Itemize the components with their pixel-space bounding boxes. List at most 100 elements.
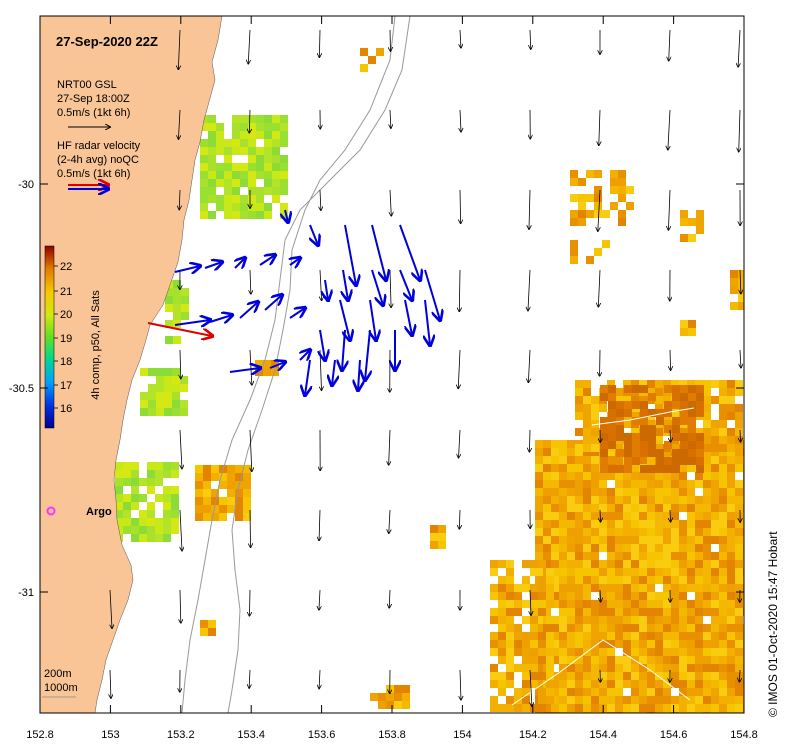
colorbar-tick-label: 20 [60, 309, 72, 321]
radar-arrow [300, 350, 310, 360]
model-arrow [739, 109, 740, 152]
model-arrow [530, 29, 531, 49]
radar-arrow [424, 269, 440, 320]
model-arrow [320, 269, 322, 300]
legend-model-line2: 27-Sep 18:00Z [57, 93, 130, 105]
y-tick-label: -31 [18, 587, 34, 599]
legend-radar: HF radar velocity (2-4h avg) noQC 0.5m/s… [57, 140, 141, 189]
radar-arrow [174, 320, 210, 325]
x-tick-label: 153.6 [308, 729, 336, 741]
radar-arrow [343, 269, 348, 300]
radar-arrow [209, 315, 232, 322]
model-arrow [390, 189, 391, 216]
isobath-label-1000m: 1000m [44, 682, 78, 694]
y-tick-label: -30.5 [9, 383, 34, 395]
legend-radar-line3: 0.5m/s (1kt 6h) [57, 168, 130, 180]
colorbar-tick-label: 18 [60, 356, 72, 368]
model-arrow [110, 589, 112, 628]
radar-arrow [404, 299, 412, 335]
model-arrow [598, 189, 600, 231]
radar-arrow [235, 258, 245, 268]
x-tick-label: 154.8 [730, 729, 758, 741]
legend-radar-line2: (2-4h avg) noQC [57, 154, 139, 166]
isobath-label-200m: 200m [44, 668, 72, 680]
colorbar-gradient [44, 245, 55, 429]
radar-arrow [370, 299, 376, 340]
sst-patch-tiny [430, 525, 446, 549]
model-arrow [390, 269, 391, 307]
model-arrow [459, 509, 460, 529]
model-arrow [740, 269, 741, 294]
model-arrow [178, 109, 180, 139]
sst-patch-southeast [535, 440, 744, 713]
model-arrow [528, 269, 530, 311]
colorbar-label: 4h comp, p50, All Sats [90, 290, 102, 400]
radar-arrow [174, 266, 200, 272]
credit-text: © IMOS 01-Oct-2020 15:47 Hobart [766, 531, 780, 717]
model-arrow [668, 109, 670, 150]
model-arrow [249, 109, 250, 133]
model-arrow [599, 109, 600, 145]
radar-arrow [285, 209, 288, 222]
model-current-arrows [110, 29, 741, 706]
x-tick-label: 153.2 [167, 729, 195, 741]
model-arrow [459, 269, 460, 311]
sst-patch-south [370, 685, 410, 709]
model-arrow [180, 349, 181, 378]
colorbar-tick-label: 19 [60, 333, 72, 345]
model-arrow [529, 429, 530, 452]
model-arrow [529, 189, 530, 229]
colorbar-tick-label: 17 [60, 380, 72, 392]
legend-model-line1: NRT00 GSL [57, 79, 117, 91]
model-arrow [320, 349, 321, 390]
legend-model: NRT00 GSL 27-Sep 18:00Z 0.5m/s (1kt 6h) [57, 79, 130, 127]
model-arrow [740, 429, 741, 442]
model-arrow [389, 589, 390, 608]
model-arrow [669, 29, 670, 61]
sst-patch-small [680, 320, 696, 336]
model-arrow [739, 669, 740, 682]
radar-arrow [264, 295, 282, 311]
model-arrow [530, 669, 532, 706]
sst-warm-core [600, 385, 704, 473]
model-arrow [249, 589, 250, 616]
radar-highlight-arrow [147, 322, 212, 336]
sst-patch-green-south [140, 368, 188, 416]
radar-arrow [289, 308, 305, 319]
model-arrow [248, 29, 250, 64]
model-arrow [530, 589, 531, 615]
model-arrow [390, 109, 391, 128]
model-arrow [600, 509, 601, 522]
model-arrow [110, 669, 111, 698]
colorbar-tick-label: 21 [60, 286, 72, 298]
argo-marker [46, 506, 56, 516]
legend-model-line3: 0.5m/s (1kt 6h) [57, 107, 130, 119]
model-arrow [738, 29, 740, 67]
radar-arrow [320, 329, 325, 360]
model-arrow [180, 509, 182, 551]
x-tick-label: 154.4 [589, 729, 617, 741]
sst-layer [115, 48, 744, 713]
colorbar-tick-label: 16 [60, 403, 72, 415]
model-arrow [250, 349, 252, 385]
radar-arrow [332, 359, 335, 385]
radar-arrow [239, 302, 258, 319]
model-arrow [319, 29, 320, 57]
legend-radar-line1: HF radar velocity [57, 140, 141, 152]
model-arrow [459, 429, 460, 458]
model-arrow [460, 29, 461, 48]
x-tick-label: 153.8 [378, 729, 406, 741]
model-arrow [528, 349, 530, 382]
radar-arrow [399, 224, 420, 280]
radar-arrow [342, 329, 345, 370]
model-arrow [178, 29, 180, 69]
model-arrow [249, 669, 250, 688]
model-arrow [668, 189, 670, 230]
radar-arrow [259, 255, 275, 266]
model-arrow [670, 429, 671, 442]
radar-arrow [358, 359, 360, 390]
front-contour-north [591, 407, 695, 426]
radar-arrow [204, 262, 222, 268]
land-mass [40, 16, 223, 713]
